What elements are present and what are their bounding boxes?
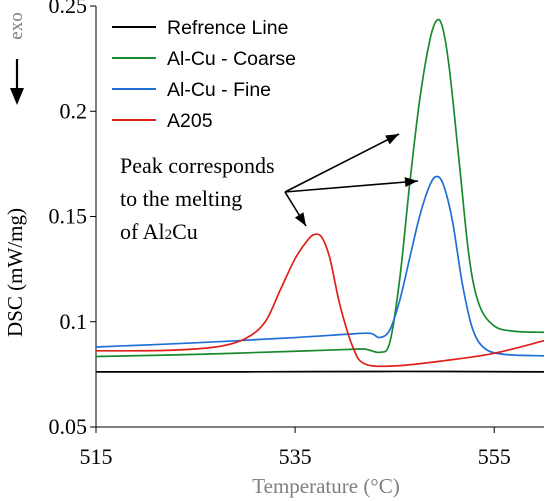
arrow-to-fine-peak bbox=[284, 177, 419, 193]
series-line-1 bbox=[95, 18, 545, 358]
arrow-to-coarse-peak-shaft bbox=[284, 133, 400, 193]
y-tick-label: 0.2 bbox=[60, 98, 88, 123]
arrow-to-fine-peak-head bbox=[404, 177, 418, 188]
series-line-2 bbox=[95, 175, 545, 357]
annotation: Peak corresponds to the melting of Al2Cu bbox=[120, 133, 419, 244]
legend-label-2: Al-Cu - Fine bbox=[167, 79, 271, 101]
exo-arrowhead-icon bbox=[10, 88, 24, 105]
arrow-to-coarse-peak-head bbox=[385, 134, 399, 145]
x-tick-label: 555 bbox=[478, 444, 511, 469]
axes: 0.05 0.1 0.15 0.2 0.25 515 535 555 Temperature (… bbox=[3, 0, 544, 498]
legend-label-1: Al-Cu - Coarse bbox=[167, 48, 296, 70]
annotation-line-2: to the melting bbox=[120, 186, 242, 211]
annotation-line-1: Peak corresponds bbox=[120, 153, 275, 178]
x-axis-title: Temperature (°C) bbox=[252, 474, 399, 498]
legend-label-3: A205 bbox=[167, 110, 213, 132]
legend: Refrence Line Al-Cu - Coarse Al-Cu - Fine A… bbox=[112, 17, 296, 132]
y-tick-label: 0.1 bbox=[60, 309, 88, 334]
x-tick-label: 535 bbox=[279, 444, 312, 469]
x-tick-label: 515 bbox=[80, 444, 113, 469]
y-tick-label: 0.05 bbox=[49, 414, 88, 439]
series-layer bbox=[95, 18, 545, 373]
exo-indicator: exo bbox=[6, 12, 27, 105]
arrow-to-a205-peak bbox=[284, 191, 307, 227]
series-line-3 bbox=[95, 233, 545, 368]
arrow-to-coarse-peak bbox=[284, 133, 400, 193]
arrow-to-a205-peak-head bbox=[294, 212, 306, 226]
annotation-cu: Cu bbox=[172, 219, 198, 244]
arrow-to-fine-peak-shaft bbox=[284, 180, 419, 193]
y-axis-title: DSC (mW/mg) bbox=[3, 208, 27, 337]
y-tick-label: 0.15 bbox=[49, 204, 88, 229]
annotation-subscript: 2 bbox=[165, 227, 173, 243]
annotation-line-3: of Al2Cu bbox=[120, 219, 198, 244]
y-tick-label: 0.25 bbox=[49, 0, 88, 18]
legend-label-0: Refrence Line bbox=[167, 17, 288, 39]
annotation-al: of Al bbox=[120, 219, 165, 244]
exo-label: exo bbox=[6, 12, 27, 39]
